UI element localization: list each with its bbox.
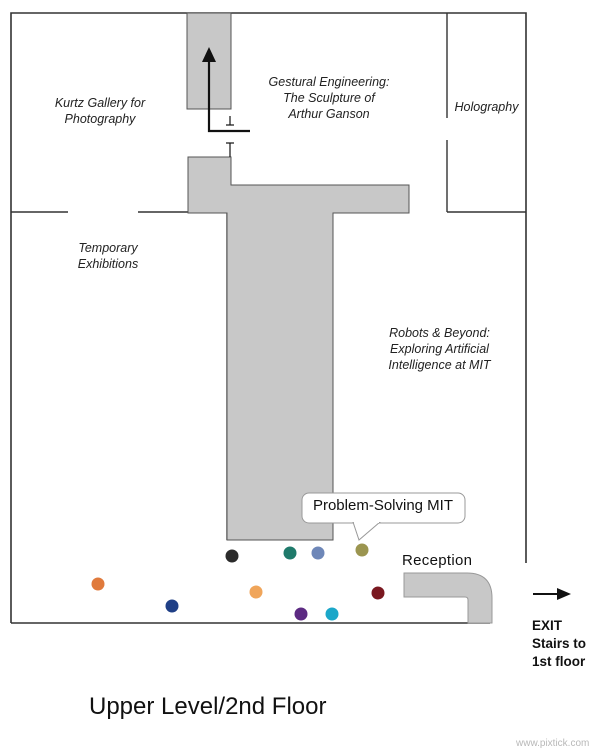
exhibit-marker: [225, 549, 239, 563]
main-corridor: [187, 156, 410, 541]
corridors: [186, 12, 410, 541]
route-arrow-head: [202, 47, 216, 62]
room-label-temporary: Temporary Exhibitions: [77, 241, 139, 271]
exhibit-markers: [91, 543, 385, 621]
exhibit-marker: [294, 607, 308, 621]
reception-label: Reception: [402, 552, 473, 569]
exhibit-marker: [249, 585, 263, 599]
exhibit-marker: [311, 546, 325, 560]
room-label-robots: Robots & Beyond: Exploring Artificial Inte…: [388, 326, 491, 372]
reception-desk: [403, 572, 493, 624]
exit-arrow: [533, 588, 571, 600]
watermark: www.pixtick.com: [516, 738, 590, 749]
callout-label: Problem-Solving MIT: [312, 497, 454, 514]
exit-label: EXIT Stairs to 1st floor: [532, 618, 587, 669]
exhibit-marker: [165, 599, 179, 613]
route-arrow-path: [207, 60, 250, 133]
outer-walls: [10, 12, 527, 624]
exhibit-marker: [371, 586, 385, 600]
room-label-holography: Holography: [454, 100, 519, 114]
room-label-gestural: Gestural Engineering: The Sculpture of Art…: [268, 75, 390, 121]
outer-wall-top-left: [10, 12, 231, 623]
room-label-kurtz: Kurtz Gallery for Photography: [54, 96, 146, 126]
exhibit-marker: [283, 546, 297, 560]
route-arrow: [202, 47, 250, 157]
exhibit-marker: [91, 577, 105, 591]
callout-tail: [352, 522, 381, 541]
exhibit-marker: [325, 607, 339, 621]
outer-wall-top-right: [231, 12, 527, 563]
floor-title: Upper Level/2nd Floor: [89, 693, 327, 720]
exhibit-marker: [355, 543, 369, 557]
callout-bubble: [301, 492, 466, 524]
